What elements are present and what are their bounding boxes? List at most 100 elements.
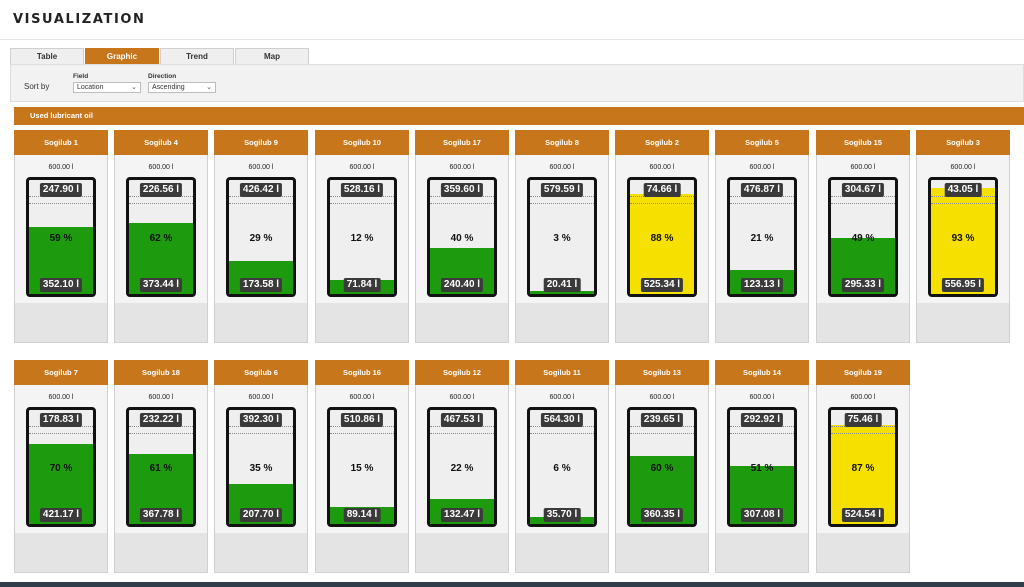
- tank-fill-percent: 61 %: [149, 463, 173, 474]
- tank-filled-volume: 71.84 l: [343, 278, 381, 292]
- tank-name: Sogilub 3: [916, 130, 1010, 155]
- tank-fill-percent: 15 %: [350, 463, 374, 474]
- tank-name: Sogilub 16: [315, 360, 409, 385]
- tank-vessel: 528.16 l 12 % 71.84 l: [327, 177, 397, 297]
- tank-filled-volume: 352.10 l: [39, 278, 83, 292]
- tab-trend[interactable]: Trend: [160, 48, 234, 64]
- tank-filled-volume: 89.14 l: [343, 508, 381, 522]
- tank-footer: [215, 303, 307, 342]
- direction-select[interactable]: Ascending ⌄: [148, 82, 216, 93]
- tank-card[interactable]: Sogilub 19 600.00 l 75.46 l 87 % 524.54 l: [816, 360, 910, 573]
- tank-card[interactable]: Sogilub 6 600.00 l 392.30 l 35 % 207.70 l: [214, 360, 308, 573]
- tank-filled-volume: 207.70 l: [239, 508, 283, 522]
- tank-threshold-line: [831, 433, 895, 434]
- tank-fill-percent: 29 %: [249, 233, 273, 244]
- tank-vessel: 226.56 l 62 % 373.44 l: [126, 177, 196, 297]
- tank-footer: [817, 533, 909, 572]
- tank-fill-level: [931, 188, 995, 294]
- tank-vessel: 75.46 l 87 % 524.54 l: [828, 407, 898, 527]
- tank-footer: [616, 533, 708, 572]
- page-title: VISUALIZATION: [13, 12, 146, 27]
- tank-name: Sogilub 17: [415, 130, 509, 155]
- tank-footer: [115, 303, 207, 342]
- tank-empty-volume: 43.05 l: [944, 183, 982, 197]
- tank-empty-volume: 476.87 l: [740, 183, 784, 197]
- tank-vessel: 392.30 l 35 % 207.70 l: [226, 407, 296, 527]
- tank-card[interactable]: Sogilub 10 600.00 l 528.16 l 12 % 71.84 l: [315, 130, 409, 343]
- tank-threshold-line: [129, 433, 193, 434]
- tank-card[interactable]: Sogilub 18 600.00 l 232.22 l 61 % 367.78 l: [114, 360, 208, 573]
- tank-card[interactable]: Sogilub 5 600.00 l 476.87 l 21 % 123.13 l: [715, 130, 809, 343]
- tank-threshold-line: [730, 433, 794, 434]
- tank-vessel: 359.60 l 40 % 240.40 l: [427, 177, 497, 297]
- tank-threshold-line: [129, 203, 193, 204]
- field-select[interactable]: Location ⌄: [73, 82, 141, 93]
- tank-capacity: 600.00 l: [349, 164, 375, 171]
- tank-vessel: 43.05 l 93 % 556.95 l: [928, 177, 998, 297]
- tank-empty-volume: 232.22 l: [139, 413, 183, 427]
- tank-footer: [416, 533, 508, 572]
- tank-fill-percent: 40 %: [450, 233, 474, 244]
- tank-fill-percent: 62 %: [149, 233, 173, 244]
- tank-card[interactable]: Sogilub 14 600.00 l 292.92 l 51 % 307.08 l: [715, 360, 809, 573]
- tank-fill-level: [831, 425, 895, 524]
- tab-table[interactable]: Table: [10, 48, 84, 64]
- tank-card[interactable]: Sogilub 9 600.00 l 426.42 l 29 % 173.58 l: [214, 130, 308, 343]
- tank-footer: [716, 303, 808, 342]
- tank-card[interactable]: Sogilub 7 600.00 l 178.83 l 70 % 421.17 l: [14, 360, 108, 573]
- tank-card[interactable]: Sogilub 15 600.00 l 304.67 l 49 % 295.33 l: [816, 130, 910, 343]
- tank-name: Sogilub 5: [715, 130, 809, 155]
- tank-name: Sogilub 7: [14, 360, 108, 385]
- tank-capacity: 600.00 l: [148, 164, 174, 171]
- tank-footer: [316, 303, 408, 342]
- tank-empty-volume: 178.83 l: [39, 413, 83, 427]
- tank-card[interactable]: Sogilub 13 600.00 l 239.65 l 60 % 360.35 l: [615, 360, 709, 573]
- tank-name: Sogilub 13: [615, 360, 709, 385]
- tank-fill-percent: 60 %: [650, 463, 674, 474]
- tank-vessel: 232.22 l 61 % 367.78 l: [126, 407, 196, 527]
- tank-card[interactable]: Sogilub 3 600.00 l 43.05 l 93 % 556.95 l: [916, 130, 1010, 343]
- tank-vessel: 178.83 l 70 % 421.17 l: [26, 407, 96, 527]
- tank-card[interactable]: Sogilub 11 600.00 l 564.30 l 6 % 35.70 l: [515, 360, 609, 573]
- tank-empty-volume: 74.66 l: [643, 183, 681, 197]
- tank-footer: [716, 533, 808, 572]
- tank-footer: [516, 533, 608, 572]
- direction-label: Direction: [148, 73, 177, 80]
- tank-vessel: 467.53 l 22 % 132.47 l: [427, 407, 497, 527]
- tank-card[interactable]: Sogilub 17 600.00 l 359.60 l 40 % 240.40 l: [415, 130, 509, 343]
- tank-footer: [917, 303, 1009, 342]
- tank-capacity: 600.00 l: [349, 394, 375, 401]
- field-label: Field: [73, 73, 89, 80]
- tank-filled-volume: 295.33 l: [841, 278, 885, 292]
- tank-name: Sogilub 12: [415, 360, 509, 385]
- tank-empty-volume: 304.67 l: [841, 183, 885, 197]
- tank-threshold-line: [630, 433, 694, 434]
- tank-fill-percent: 22 %: [450, 463, 474, 474]
- tank-card[interactable]: Sogilub 4 600.00 l 226.56 l 62 % 373.44 l: [114, 130, 208, 343]
- tank-card[interactable]: Sogilub 8 600.00 l 579.59 l 3 % 20.41 l: [515, 130, 609, 343]
- tab-graphic[interactable]: Graphic: [85, 48, 159, 64]
- tank-footer: [516, 303, 608, 342]
- tank-capacity: 600.00 l: [48, 164, 74, 171]
- tank-fill-level: [630, 194, 694, 294]
- tank-vessel: 564.30 l 6 % 35.70 l: [527, 407, 597, 527]
- field-select-value: Location: [77, 84, 104, 91]
- tank-empty-volume: 359.60 l: [440, 183, 484, 197]
- tank-filled-volume: 123.13 l: [740, 278, 784, 292]
- tank-threshold-line: [730, 203, 794, 204]
- tank-filled-volume: 556.95 l: [941, 278, 985, 292]
- tank-name: Sogilub 8: [515, 130, 609, 155]
- tank-card[interactable]: Sogilub 12 600.00 l 467.53 l 22 % 132.47 l: [415, 360, 509, 573]
- tab-map[interactable]: Map: [235, 48, 309, 64]
- tank-capacity: 600.00 l: [549, 164, 575, 171]
- tank-empty-volume: 392.30 l: [239, 413, 283, 427]
- tank-filled-volume: 524.54 l: [841, 508, 885, 522]
- tank-card[interactable]: Sogilub 16 600.00 l 510.86 l 15 % 89.14 l: [315, 360, 409, 573]
- tank-threshold-line: [931, 203, 995, 204]
- tank-filled-volume: 360.35 l: [640, 508, 684, 522]
- tank-fill-percent: 59 %: [49, 233, 73, 244]
- tank-card[interactable]: Sogilub 2 600.00 l 74.66 l 88 % 525.34 l: [615, 130, 709, 343]
- tank-empty-volume: 247.90 l: [39, 183, 83, 197]
- bottom-strip: [0, 582, 1024, 587]
- tank-card[interactable]: Sogilub 1 600.00 l 247.90 l 59 % 352.10 l: [14, 130, 108, 343]
